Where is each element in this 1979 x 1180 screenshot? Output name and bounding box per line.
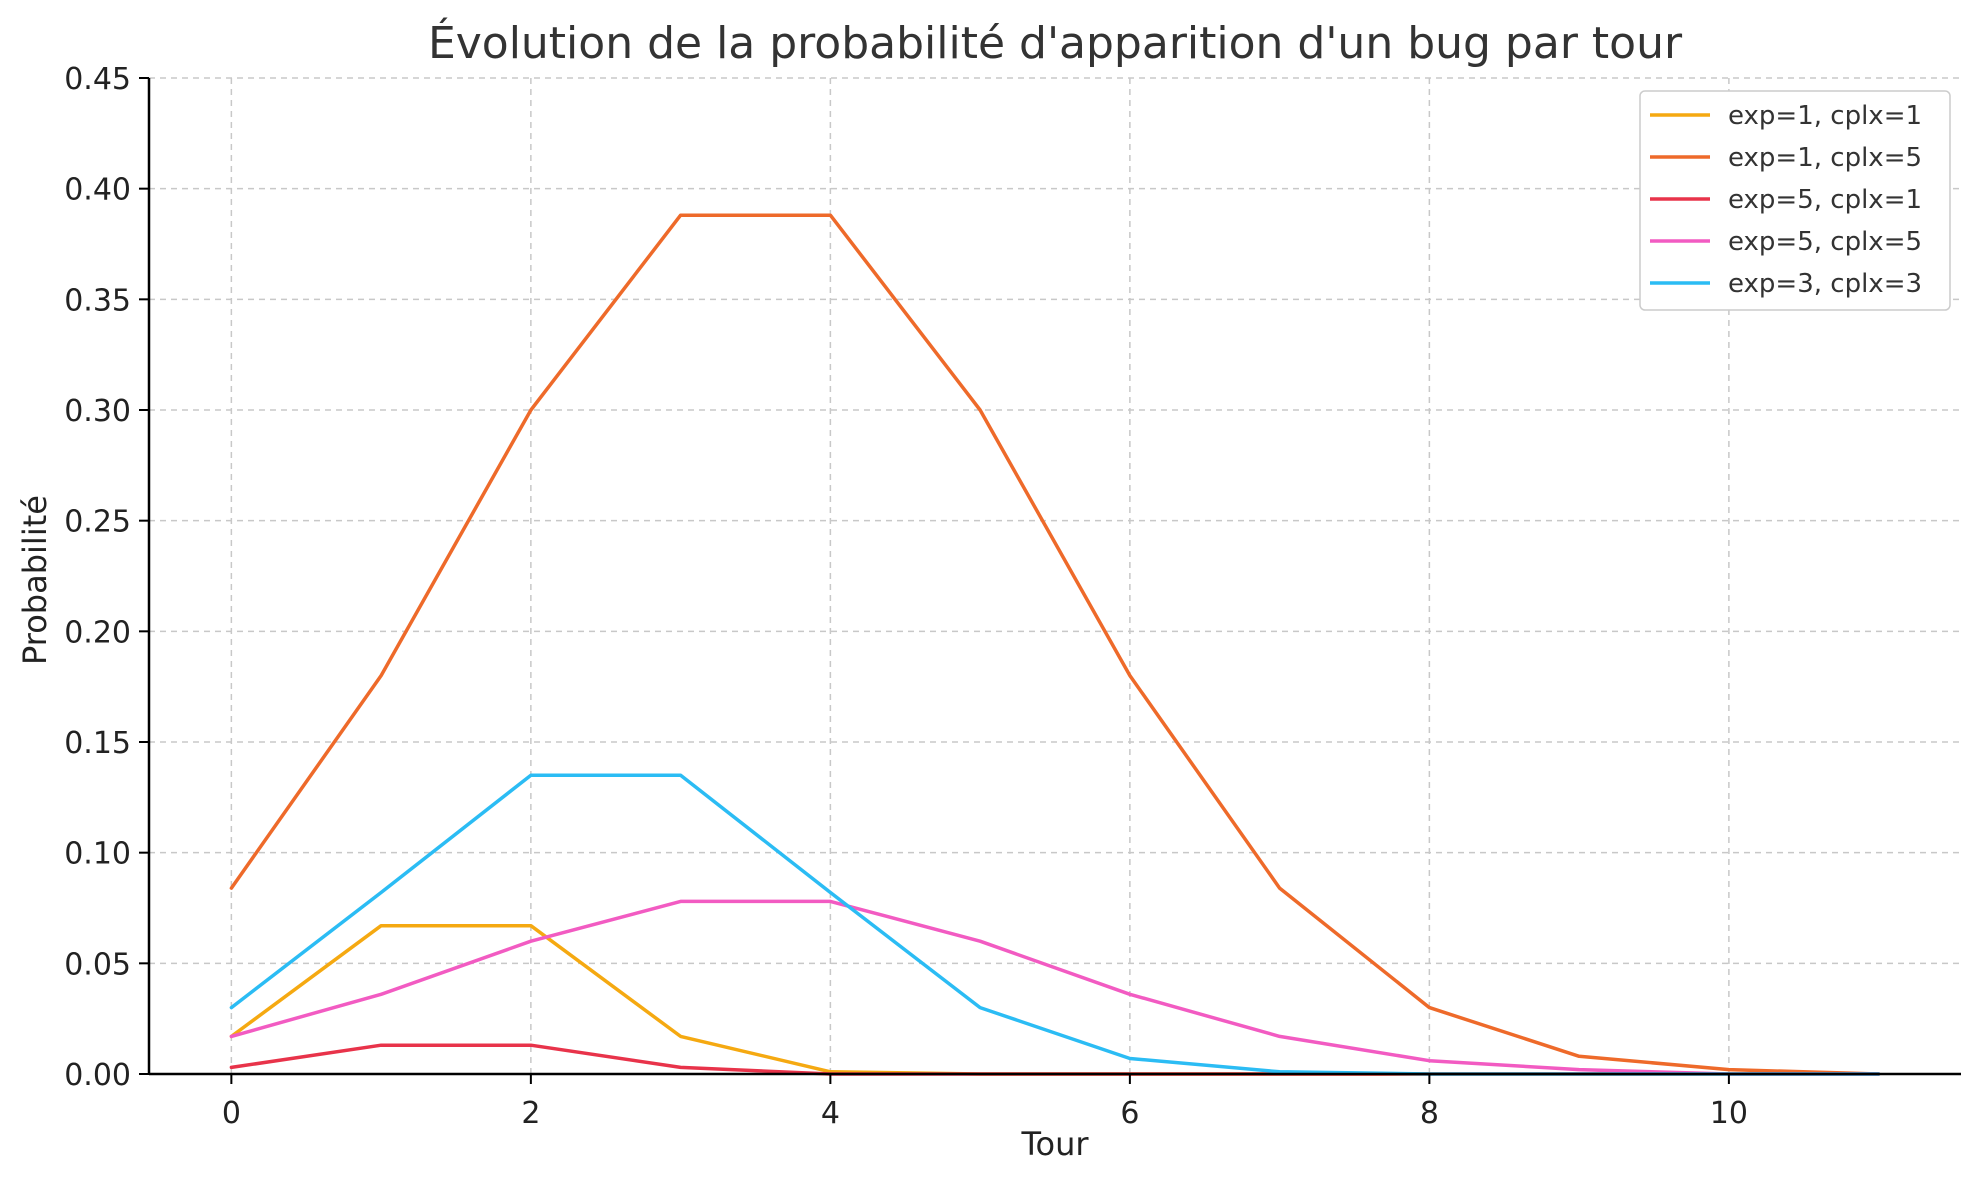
y-tick-label: 0.00 — [64, 1058, 131, 1093]
x-tick-label: 8 — [1420, 1096, 1439, 1131]
x-tick-label: 6 — [1120, 1096, 1139, 1131]
legend-label-1: exp=1, cplx=1 — [1728, 101, 1922, 131]
series-line-2 — [229, 213, 1881, 1076]
series-line-4 — [229, 899, 1881, 1076]
y-tick-label: 0.25 — [64, 505, 131, 540]
y-tick-label: 0.20 — [64, 615, 131, 650]
x-tick-label: 10 — [1710, 1096, 1748, 1131]
y-axis-label: Probabilité — [16, 495, 54, 665]
y-tick-label: 0.10 — [64, 837, 131, 872]
legend: exp=1, cplx=1 exp=1, cplx=5 exp=5, cplx=1 e… — [1639, 90, 1951, 311]
x-tick-label: 0 — [222, 1096, 241, 1131]
legend-label-2: exp=1, cplx=5 — [1728, 143, 1922, 173]
y-tick-label: 0.30 — [64, 394, 131, 429]
y-tick-label: 0.05 — [64, 947, 131, 982]
y-tick-label: 0.40 — [64, 173, 131, 208]
y-tick-label: 0.35 — [64, 283, 131, 318]
legend-label-3: exp=5, cplx=1 — [1728, 185, 1922, 215]
x-tick-label: 4 — [821, 1096, 840, 1131]
tick-labels: 0 2 4 6 8 10 0.00 0.05 0.10 0.15 0.20 0.25 0.30 0.35 0… — [64, 62, 1748, 1131]
legend-label-4: exp=5, cplx=5 — [1728, 227, 1922, 257]
x-axis-label: Tour — [1020, 1125, 1089, 1163]
x-tick-label: 2 — [521, 1096, 540, 1131]
chart-title: Évolution de la probabilité d'apparition… — [428, 16, 1683, 69]
y-tick-label: 0.15 — [64, 726, 131, 761]
legend-label-5: exp=3, cplx=3 — [1728, 269, 1922, 299]
y-tick-label: 0.45 — [64, 62, 131, 97]
legend-frame — [1639, 90, 1951, 311]
plot-series — [229, 213, 1881, 1076]
axes — [139, 77, 1961, 1084]
series-line-1 — [229, 923, 1881, 1076]
